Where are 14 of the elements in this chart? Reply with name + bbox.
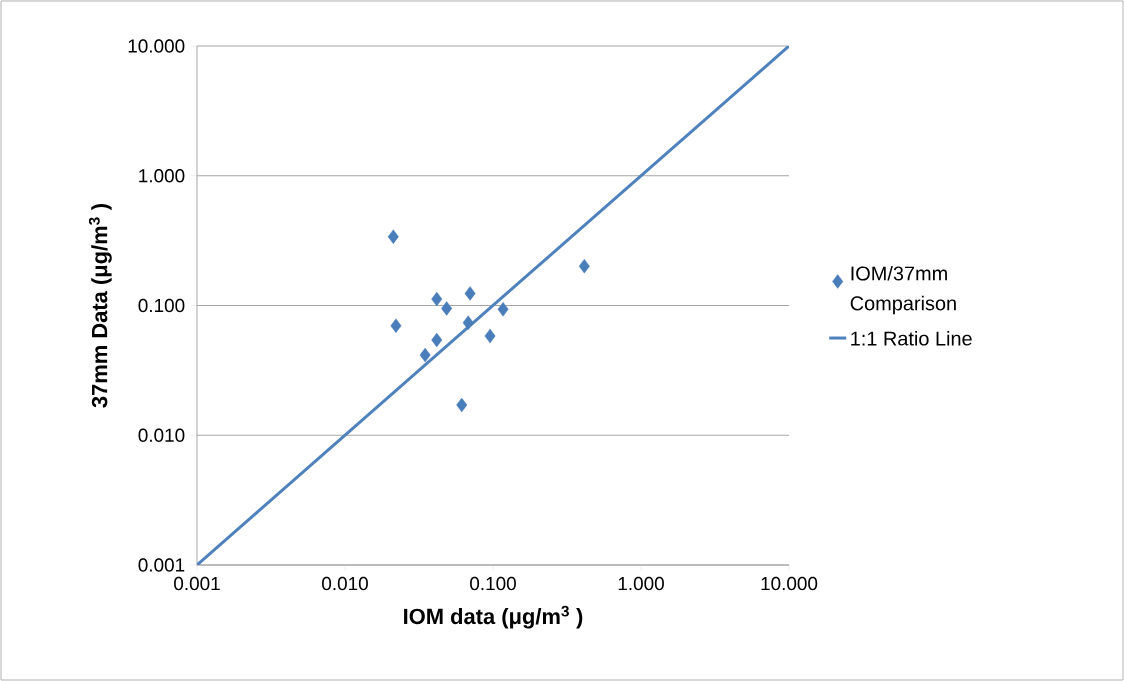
x-tick-label: 10.000 <box>761 576 818 591</box>
x-tick-label: 0.001 <box>174 576 220 591</box>
x-tick-label: 0.010 <box>322 576 368 591</box>
y-tick-label: 0.001 <box>138 558 185 572</box>
y-axis-title: 37mm Data (μg/m$^{3}$ ) <box>88 204 112 408</box>
x-tick-label: 1.000 <box>618 576 664 591</box>
y-tick-label: 1.000 <box>139 169 185 183</box>
y-tick-label: 10.000 <box>128 39 185 53</box>
legend-label: 1:1 Ratio Line <box>851 330 972 346</box>
x-tick-label: 0.100 <box>470 576 516 591</box>
x-axis-title: IOM data (μg/m$^{3}$ ) <box>404 605 583 629</box>
legend-label: IOM/37mm Comparison <box>850 265 956 315</box>
y-tick-label: 0.100 <box>138 298 185 313</box>
y-tick-label: 0.010 <box>138 428 185 442</box>
